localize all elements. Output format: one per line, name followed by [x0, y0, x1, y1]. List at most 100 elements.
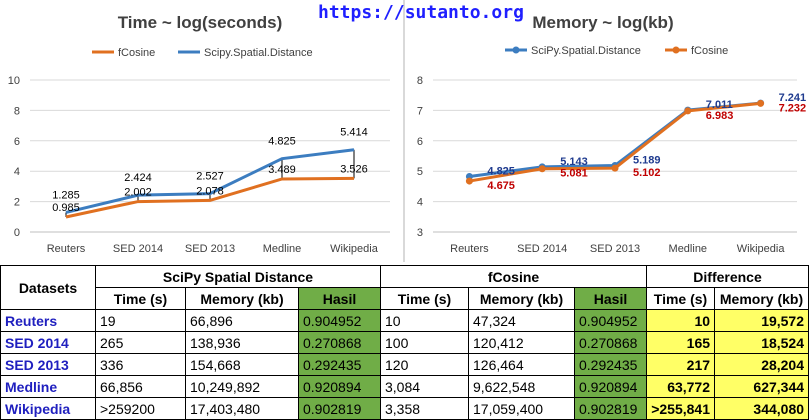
data-label: 1.285: [52, 189, 80, 201]
data-point: [538, 165, 546, 173]
legend-marker: [672, 46, 680, 54]
table-cell: 17,403,480: [185, 397, 299, 420]
x-tick-label: Reuters: [47, 243, 86, 255]
table-cell: 138,936: [185, 331, 299, 354]
datasets-header: Datasets: [0, 265, 96, 310]
table-cell: 3,084: [380, 375, 469, 398]
y-tick-label: 6: [14, 136, 20, 148]
table-cell: 19: [95, 309, 186, 332]
x-tick-label: Medline: [263, 243, 302, 255]
data-point: [684, 107, 692, 115]
table-cell: 0.292435: [573, 353, 648, 376]
y-tick-label: 8: [14, 105, 20, 117]
data-label: 5.143: [560, 156, 588, 168]
data-label: 2.002: [124, 187, 152, 199]
table-cell: 28,204: [714, 353, 810, 376]
data-label: 5.189: [633, 154, 661, 166]
y-tick-label: 4: [417, 197, 423, 209]
data-point: [611, 164, 619, 172]
y-tick-label: 10: [8, 75, 20, 87]
y-tick-label: 8: [417, 75, 423, 87]
table-cell: 0.920894: [573, 375, 648, 398]
x-tick-label: Medline: [669, 243, 708, 255]
data-point: [465, 177, 473, 185]
table-cell: 0.902819: [298, 397, 381, 420]
table-row: Medline 66,856 10,249,892 0.920894 3,084…: [0, 375, 810, 398]
table-cell: 3,358: [380, 397, 469, 420]
column-header: Time (s): [646, 287, 716, 310]
dataset-name: Medline: [0, 375, 96, 398]
dataset-name: SED 2014: [0, 331, 96, 354]
results-table: Datasets SciPy Spatial Distance fCosine …: [0, 265, 810, 420]
table-cell: 0.292435: [298, 353, 381, 376]
time-chart: Time ~ log(seconds) 0 2 4 6 8 10 Reuters SED 201…: [8, 13, 390, 255]
dataset-name: SED 2013: [0, 353, 96, 376]
table-cell: 0.902819: [573, 397, 648, 420]
y-tick-label: 0: [14, 227, 20, 239]
table-row: SED 2013 336 154,668 0.292435 120 126,46…: [0, 353, 810, 376]
legend-label: fCosine: [691, 45, 728, 57]
table-cell: 9,622,548: [468, 375, 575, 398]
data-point: [757, 99, 765, 107]
table-cell: 627,344: [714, 375, 810, 398]
series-line: [65, 176, 355, 219]
column-header: Hasil: [298, 287, 381, 310]
column-header: Hasil: [573, 287, 648, 310]
data-label: 3.489: [268, 164, 296, 176]
table-cell: 265: [95, 331, 186, 354]
data-label: 2.424: [124, 172, 152, 184]
time-chart-panel: Time ~ log(seconds) 0 2 4 6 8 10 Reuters SED 201…: [0, 0, 404, 262]
table-row: Wikipedia >259200 17,403,480 0.902819 3,…: [0, 397, 810, 420]
column-header: Memory (kb): [468, 287, 575, 310]
table-cell: 66,856: [95, 375, 186, 398]
x-tick-label: SED 2014: [113, 243, 163, 255]
column-header: Memory (kb): [185, 287, 299, 310]
data-label: 2.078: [196, 185, 224, 197]
table-sub-header-row: Time (s) Memory (kb) Hasil Time (s) Memo…: [1, 287, 810, 310]
y-tick-label: 4: [14, 166, 20, 178]
data-label: 2.527: [196, 171, 224, 183]
table-row: Reuters 19 66,896 0.904952 10 47,324 0.9…: [0, 309, 810, 332]
y-tick-label: 7: [417, 105, 423, 117]
data-label: 6.983: [706, 110, 734, 122]
table-cell: 10: [646, 309, 716, 332]
legend-label: fCosine: [118, 47, 155, 59]
chart-title: Memory ~ log(kb): [532, 13, 673, 32]
data-label: 3.526: [340, 163, 368, 175]
memory-chart-panel: Memory ~ log(kb) 3 4 5 6 7 8 Reuters SED 2014 SED…: [405, 0, 810, 262]
column-header: Time (s): [95, 287, 186, 310]
dataset-name: Reuters: [0, 309, 96, 332]
table-cell: 344,080: [714, 397, 810, 420]
data-label: 7.011: [706, 99, 733, 111]
x-tick-label: SED 2014: [517, 243, 567, 255]
column-header: Memory (kb): [714, 287, 810, 310]
table-row: SED 2014 265 138,936 0.270868 100 120,41…: [0, 331, 810, 354]
x-tick-label: SED 2013: [185, 243, 235, 255]
legend-label: SciPy.Spatial.Distance: [531, 45, 641, 57]
fcosine-group-header: fCosine: [379, 265, 648, 288]
table-cell: 66,896: [185, 309, 299, 332]
data-label: 5.414: [340, 127, 368, 139]
x-tick-label: Wikipedia: [330, 243, 379, 255]
table-cell: 10,249,892: [185, 375, 299, 398]
chart-title: Time ~ log(seconds): [118, 13, 283, 32]
table-cell: 217: [646, 353, 716, 376]
data-label: 7.232: [779, 102, 807, 114]
legend-label: Scipy.Spatial.Distance: [204, 47, 313, 59]
table-cell: 165: [646, 331, 716, 354]
data-label: 5.081: [560, 168, 588, 180]
site-link[interactable]: https://sutanto.org: [318, 2, 524, 23]
data-label: 5.102: [633, 167, 661, 179]
table-cell: 336: [95, 353, 186, 376]
data-label: 7.241: [779, 92, 807, 104]
data-label: 4.675: [487, 180, 515, 192]
table-cell: 17,059,400: [468, 397, 575, 420]
table-cell: 0.920894: [298, 375, 381, 398]
y-tick-label: 2: [14, 197, 20, 209]
table-cell: 10: [380, 309, 469, 332]
y-tick-label: 3: [417, 227, 423, 239]
memory-chart: Memory ~ log(kb) 3 4 5 6 7 8 Reuters SED 2014 SED…: [417, 13, 807, 255]
table-cell: 0.904952: [298, 309, 381, 332]
table-cell: 126,464: [468, 353, 575, 376]
scipy-group-header: SciPy Spatial Distance: [95, 265, 381, 288]
